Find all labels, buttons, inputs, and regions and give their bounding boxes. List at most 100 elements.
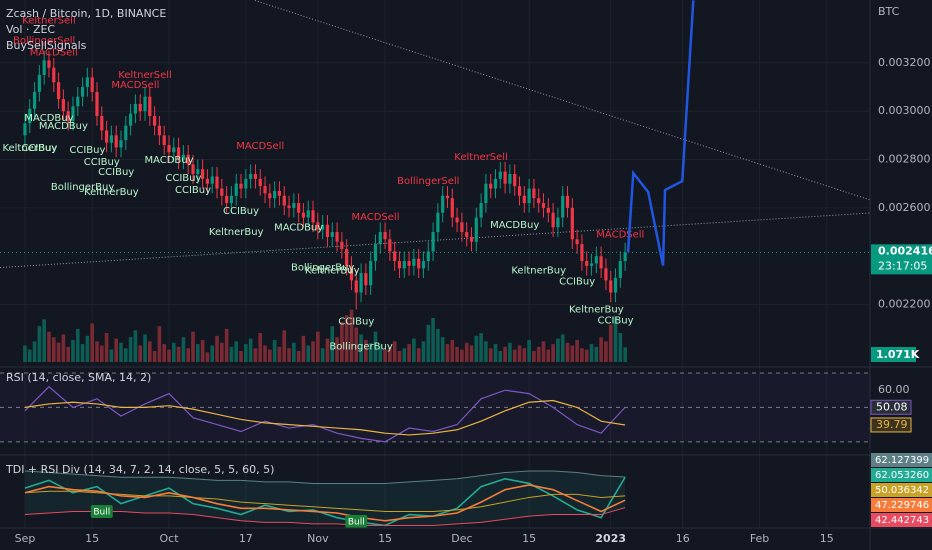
tdi-line	[24, 470, 626, 484]
volume-bar	[277, 346, 282, 362]
bull-box	[90, 505, 113, 518]
x-tick-label: 2023	[595, 532, 626, 545]
signal-label: CCIBuy	[21, 143, 57, 154]
x-tick-label: Sep	[15, 532, 36, 545]
candle-body	[340, 241, 344, 249]
volume-bar	[210, 345, 215, 362]
candle-body	[172, 147, 176, 153]
price-label-box	[871, 244, 932, 275]
rsi-value-box	[870, 399, 912, 415]
candle-body	[205, 178, 210, 184]
signal-label: MACDSell	[236, 141, 284, 152]
candle-body	[321, 224, 325, 230]
volume-bar	[335, 337, 339, 362]
candle-body	[330, 232, 334, 237]
candle-body	[66, 111, 70, 121]
signal-label: CCIBuy	[223, 206, 259, 217]
indicator-label: Vol · ZEC	[6, 23, 55, 36]
candle-body	[114, 135, 118, 148]
volume-bar	[306, 345, 311, 362]
signal-label: KeltnerSell	[22, 16, 76, 27]
signal-label: CCIBuy	[84, 157, 120, 168]
candle-body	[570, 207, 574, 240]
signal-label: CCIBuy	[69, 145, 105, 156]
volume-bar	[239, 350, 243, 362]
candle-body	[532, 188, 536, 199]
volume-label: 1.071K	[876, 348, 920, 361]
candle-body	[181, 154, 186, 160]
volume-bar	[455, 346, 459, 362]
volume-bar	[186, 348, 191, 362]
candle-body	[517, 186, 522, 196]
signal-label: KeltnerBuy	[305, 266, 360, 277]
candle-body	[402, 261, 406, 269]
rsi-value-label: 50.08	[876, 400, 908, 413]
signal-label: KeltnerBuy	[569, 304, 624, 315]
candle-body	[445, 195, 450, 199]
x-tick-label: 15	[378, 532, 392, 545]
candle-body	[383, 232, 387, 240]
volume-bar	[172, 342, 176, 362]
volume-bar	[296, 350, 301, 362]
signal-label: MACDSell	[596, 230, 644, 241]
candle-body	[191, 164, 195, 175]
candle-body	[585, 261, 589, 266]
volume-bar	[181, 337, 186, 362]
signal-label: MACDBuy	[490, 220, 539, 231]
candle-body	[28, 108, 32, 124]
volume-bar	[364, 339, 368, 362]
signal-label: KeltnerBuy	[209, 227, 264, 238]
volume-bar	[311, 341, 315, 362]
candle-body	[426, 251, 430, 262]
x-tick-label: Feb	[750, 532, 769, 545]
volume-bar	[205, 352, 210, 362]
volume-bar	[27, 349, 32, 362]
candle-body	[522, 195, 526, 204]
candle-body	[177, 147, 181, 160]
candle-body	[306, 210, 310, 218]
signal-label: BollingerSell	[397, 176, 459, 187]
candle-body	[128, 113, 133, 126]
volume-bar	[584, 349, 589, 362]
x-tick-label: Dec	[451, 532, 472, 545]
signal-label: CCIBuy	[175, 185, 211, 196]
tdi-line	[24, 484, 626, 522]
candle-body	[196, 169, 200, 175]
volume-bar	[196, 344, 200, 362]
candle-body	[104, 130, 109, 143]
signal-label: MACDBuy	[274, 223, 323, 234]
candle-body	[229, 195, 234, 204]
volume-bar	[104, 333, 109, 362]
volume-bar	[527, 339, 531, 362]
candle-body	[292, 203, 296, 208]
tdi-line	[24, 507, 626, 526]
candle-body	[412, 258, 416, 266]
volume-bar	[344, 315, 349, 362]
candle-body	[186, 154, 190, 165]
tdi-value-label: 62.053260	[875, 470, 929, 481]
candle-body	[575, 239, 579, 245]
volume-bar	[608, 324, 613, 362]
candle-body	[618, 261, 622, 278]
rsi-line	[24, 385, 626, 443]
candle-body	[623, 252, 627, 262]
rsi-value-box	[870, 417, 912, 433]
candle-body	[71, 106, 75, 121]
volume-bar	[152, 350, 157, 362]
candle-body	[469, 236, 474, 242]
volume-bar	[292, 342, 296, 362]
volume-bar	[440, 337, 445, 362]
volume-bar	[589, 344, 594, 362]
candle-body	[537, 198, 541, 204]
candle-body	[268, 193, 272, 199]
volume-bar	[143, 334, 147, 362]
candle-body	[335, 232, 339, 242]
candle-body	[489, 183, 493, 189]
candle-body	[109, 135, 113, 143]
volume-bar	[484, 341, 488, 362]
volume-bar	[412, 338, 416, 362]
volume-bar	[416, 348, 421, 362]
volume-bar	[541, 341, 546, 362]
volume-bar	[373, 331, 378, 362]
signal-label: BollingerBuy	[51, 182, 114, 193]
